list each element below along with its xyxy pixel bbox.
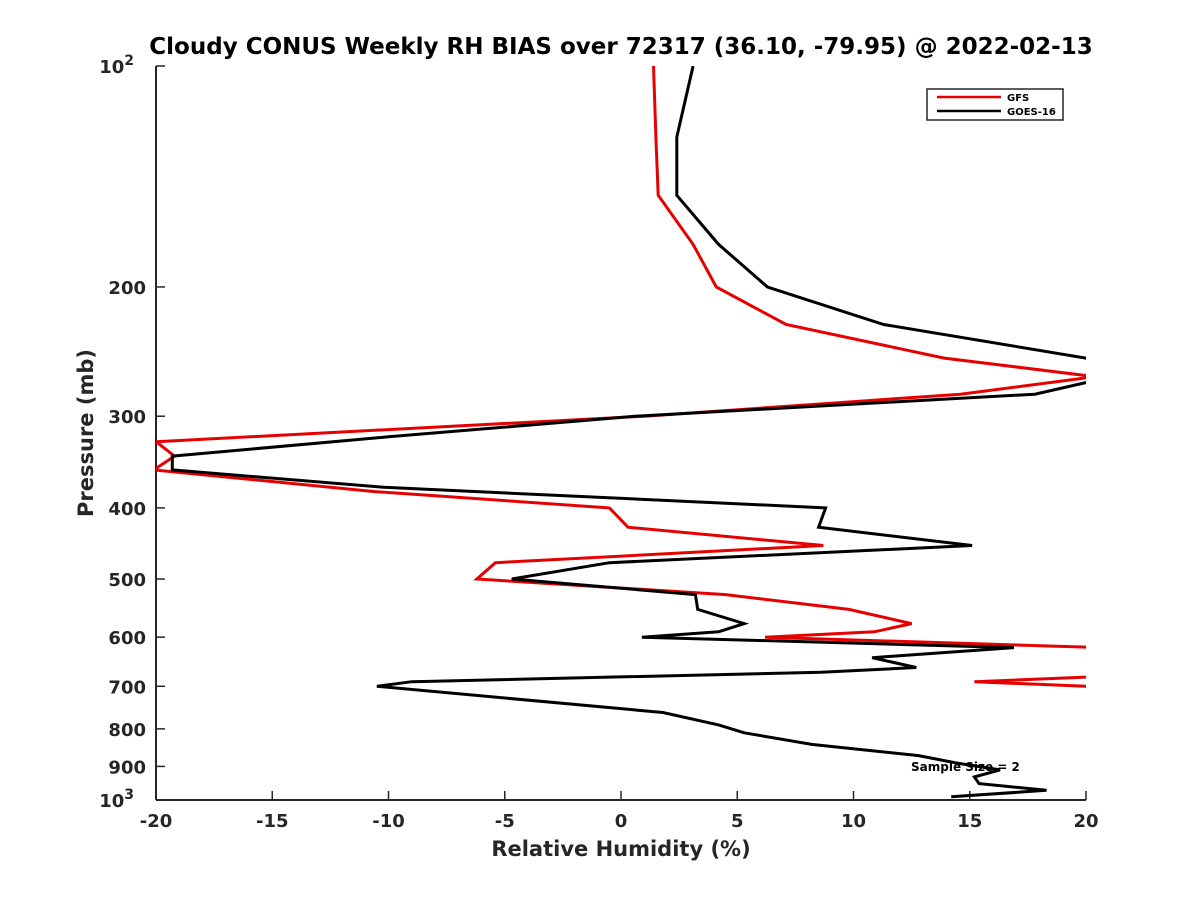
x-tick-label: 15 (957, 811, 982, 832)
y-tick-label-base: 700 (108, 677, 146, 698)
y-tick-label: 700 (108, 677, 146, 698)
y-tick-label-base: 900 (108, 757, 146, 778)
series-line-goes-16 (170, 66, 1086, 799)
y-tick-label: 200 (108, 278, 146, 299)
legend: GFS GOES-16 (926, 88, 1064, 121)
y-tick-label: 900 (108, 757, 146, 778)
legend-label-goes16: GOES-16 (1007, 107, 1056, 118)
x-axis-label: Relative Humidity (%) (491, 837, 750, 861)
series-layer (156, 66, 1086, 799)
y-axis-label: Pressure (mb) (74, 349, 98, 517)
y-tick-label: 800 (108, 720, 146, 741)
y-tick-label-base: 10 (99, 791, 124, 812)
y-tick-label-exponent: 2 (124, 53, 134, 69)
y-tick-label-base: 400 (108, 499, 146, 520)
y-tick-label: 600 (108, 628, 146, 649)
y-tick-label-base: 300 (108, 407, 146, 428)
y-tick-label-base: 200 (108, 278, 146, 299)
chart-title: Cloudy CONUS Weekly RH BIAS over 72317 (… (149, 34, 1092, 60)
legend-box (926, 88, 1064, 121)
x-tick-label: 5 (731, 811, 744, 832)
y-tick-label-base: 500 (108, 570, 146, 591)
y-tick-label: 400 (108, 499, 146, 520)
x-tick-label: -20 (140, 811, 173, 832)
legend-label-gfs: GFS (1007, 93, 1029, 104)
sample-size-annotation: Sample Size = 2 (911, 760, 1020, 774)
y-tick-label: 102 (99, 53, 134, 78)
y-tick-label-exponent: 3 (124, 787, 134, 803)
y-tick-label: 500 (108, 570, 146, 591)
x-axis-ticks: -20 -15 -10 -5 0 5 10 15 20 (140, 791, 1099, 832)
y-tick-label: 300 (108, 407, 146, 428)
x-tick-label: -5 (495, 811, 515, 832)
series-line-gfs (156, 66, 1086, 688)
y-tick-label-base: 800 (108, 720, 146, 741)
x-tick-label: 0 (615, 811, 628, 832)
y-tick-label-base: 600 (108, 628, 146, 649)
y-tick-label-base: 10 (99, 57, 124, 78)
y-tick-label: 103 (99, 787, 134, 812)
x-tick-label: -10 (372, 811, 405, 832)
x-tick-label: -15 (256, 811, 289, 832)
x-tick-label: 20 (1073, 811, 1098, 832)
x-tick-label: 10 (841, 811, 866, 832)
